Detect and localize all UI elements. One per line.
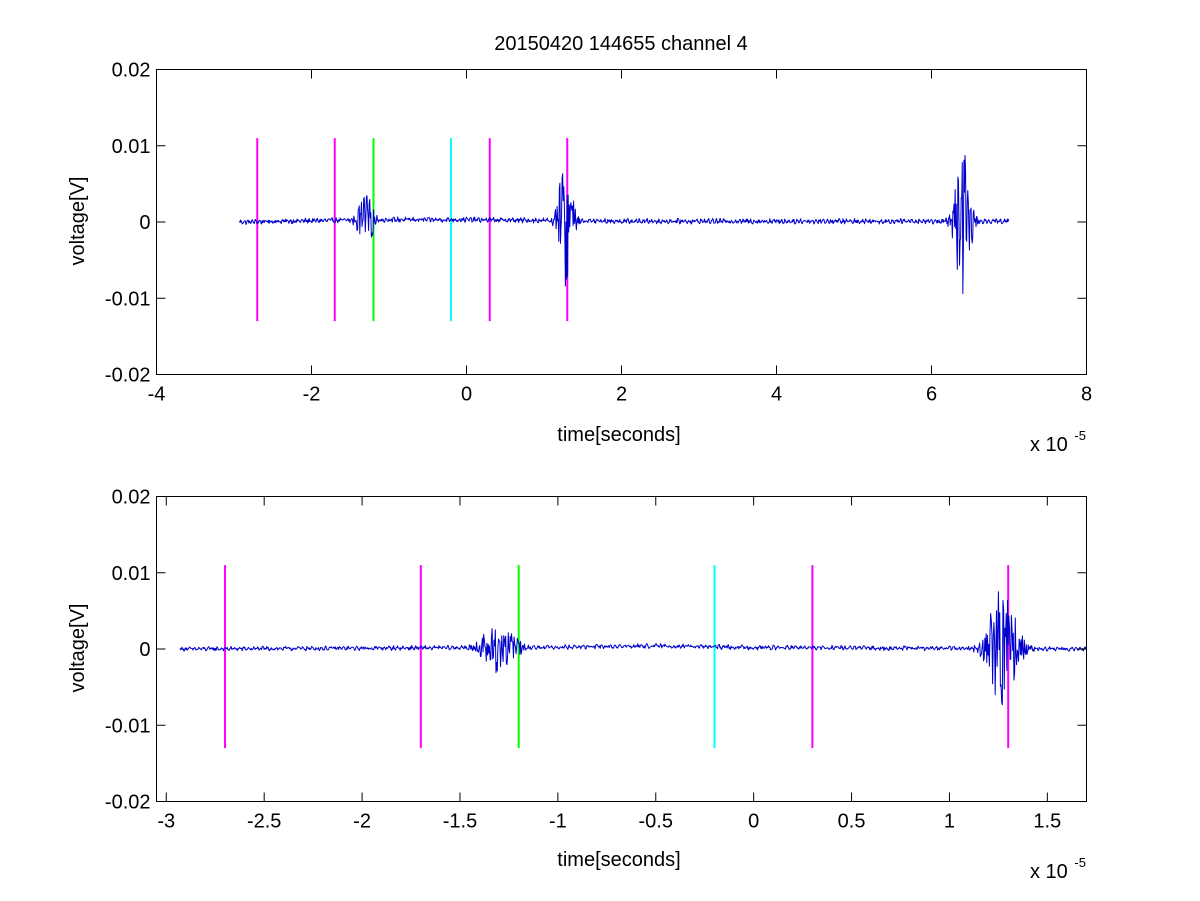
bottom-subplot: -3 -2.5 -2 -1.5 -1 -0.5 0 0.5 1 1.5 -0.02 -0.01 0 0.… [67,487,1087,883]
top-x-multiplier: x 10 -5 [1030,428,1086,456]
x-tick-label: 0 [748,811,759,833]
y-tick-label: 0.01 [112,563,151,585]
top-x-multiplier-exponent: -5 [1074,428,1086,443]
x-tick-label: -3 [157,811,175,833]
y-tick-label: 0.01 [112,136,151,158]
top-y-ticks: -0.02 -0.01 0 0.01 0.02 [105,60,1087,387]
top-x-axis-label: time[seconds] [557,424,680,446]
bottom-x-multiplier: x 10 -5 [1030,855,1086,883]
top-x-ticks: -4 -2 0 2 4 6 8 [148,69,1092,406]
bottom-x-multiplier-exponent: -5 [1074,855,1086,870]
x-tick-label: 6 [926,384,937,406]
bottom-x-multiplier-base: x 10 [1030,861,1068,883]
y-tick-label: -0.01 [105,288,151,310]
x-tick-label: -2 [303,384,321,406]
bottom-y-axis-label: voltage[V] [67,604,89,693]
top-signal-trace [238,154,1010,294]
x-tick-label: -4 [148,384,166,406]
x-tick-label: 0.5 [838,811,866,833]
y-tick-label: 0 [139,212,150,234]
x-tick-label: 4 [771,384,782,406]
top-marker-lines [256,138,569,322]
top-x-multiplier-base: x 10 [1030,434,1068,456]
y-tick-label: -0.02 [105,365,151,387]
x-tick-label: -2 [353,811,371,833]
y-tick-label: 0.02 [112,487,151,509]
x-tick-label: 2 [616,384,627,406]
y-tick-label: 0 [139,639,150,661]
x-tick-label: -0.5 [639,811,673,833]
x-tick-label: -1 [549,811,567,833]
x-tick-label: -2.5 [247,811,281,833]
bottom-x-axis-label: time[seconds] [557,849,680,871]
bottom-x-ticks: -3 -2.5 -2 -1.5 -1 -0.5 0 0.5 1 1.5 [157,496,1061,833]
bottom-signal-trace [179,591,1087,706]
top-subplot: 20150420 144655 channel 4 -4 -2 0 2 4 6 8 -0.0… [67,33,1092,456]
bottom-y-ticks: -0.02 -0.01 0 0.01 0.02 [105,487,1087,814]
top-y-axis-label: voltage[V] [67,177,89,266]
x-tick-label: 8 [1081,384,1092,406]
y-tick-label: -0.02 [105,792,151,814]
x-tick-label: -1.5 [443,811,477,833]
x-tick-label: 0 [461,384,472,406]
x-tick-label: 1 [944,811,955,833]
chart-title: 20150420 144655 channel 4 [494,33,748,55]
y-tick-label: 0.02 [112,60,151,82]
x-tick-label: 1.5 [1033,811,1061,833]
y-tick-label: -0.01 [105,715,151,737]
bottom-marker-lines [224,565,1010,749]
